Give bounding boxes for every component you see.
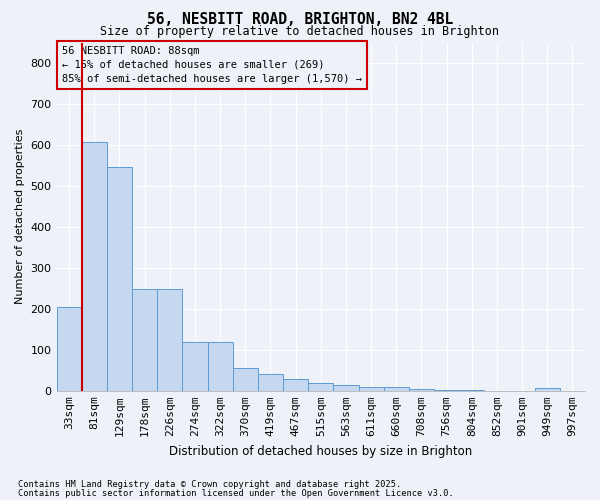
Y-axis label: Number of detached properties: Number of detached properties bbox=[15, 129, 25, 304]
Bar bbox=[132, 289, 157, 391]
Text: 56, NESBITT ROAD, BRIGHTON, BN2 4BL: 56, NESBITT ROAD, BRIGHTON, BN2 4BL bbox=[147, 12, 453, 28]
Bar bbox=[359, 386, 383, 391]
Bar bbox=[82, 142, 107, 391]
Bar bbox=[107, 168, 132, 391]
Bar bbox=[258, 374, 283, 391]
Bar bbox=[233, 368, 258, 391]
Text: Size of property relative to detached houses in Brighton: Size of property relative to detached ho… bbox=[101, 25, 499, 38]
Bar bbox=[409, 389, 434, 391]
Bar bbox=[308, 384, 334, 391]
Text: Contains public sector information licensed under the Open Government Licence v3: Contains public sector information licen… bbox=[18, 488, 454, 498]
Bar bbox=[535, 388, 560, 391]
Bar bbox=[334, 385, 359, 391]
Text: 56 NESBITT ROAD: 88sqm
← 15% of detached houses are smaller (269)
85% of semi-de: 56 NESBITT ROAD: 88sqm ← 15% of detached… bbox=[62, 46, 362, 84]
Bar bbox=[182, 342, 208, 391]
Bar bbox=[157, 289, 182, 391]
Bar bbox=[208, 342, 233, 391]
Bar bbox=[383, 386, 409, 391]
Bar bbox=[56, 307, 82, 391]
X-axis label: Distribution of detached houses by size in Brighton: Distribution of detached houses by size … bbox=[169, 444, 472, 458]
Text: Contains HM Land Registry data © Crown copyright and database right 2025.: Contains HM Land Registry data © Crown c… bbox=[18, 480, 401, 489]
Bar bbox=[283, 380, 308, 391]
